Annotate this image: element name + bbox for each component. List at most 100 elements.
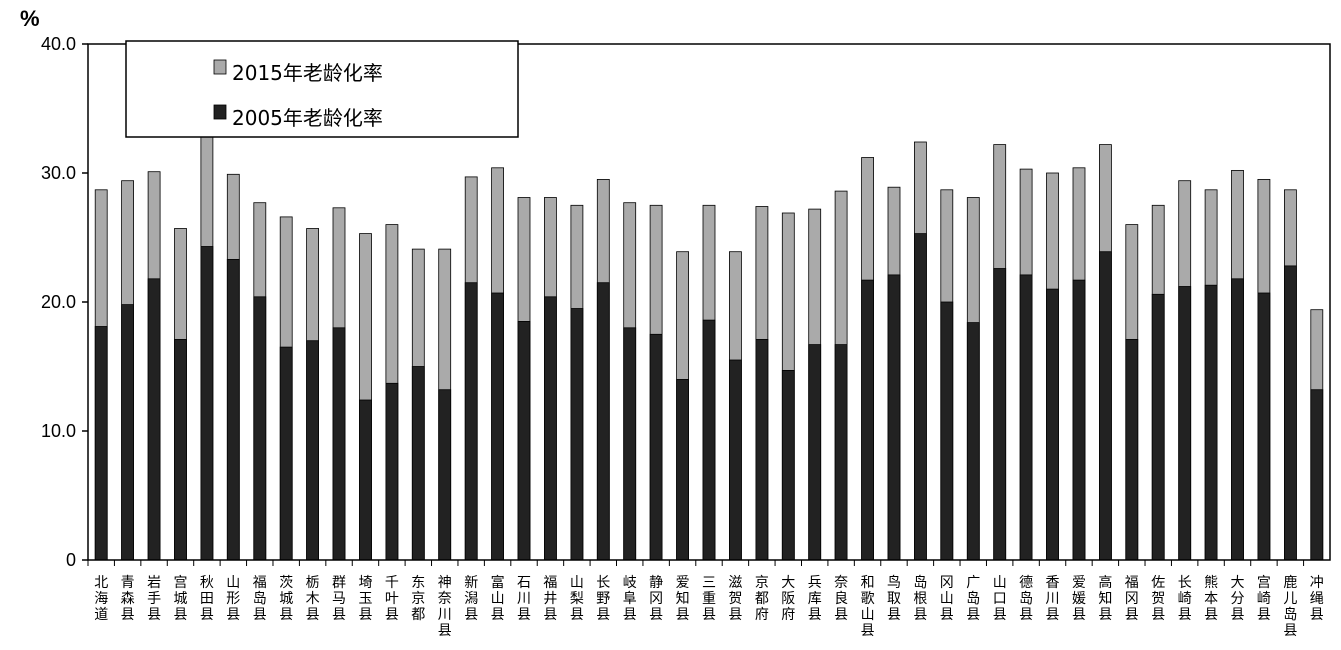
bar-2005-38 — [1099, 251, 1112, 561]
y-tick-label: 40.0 — [41, 34, 76, 54]
category-label: 长野县 — [596, 575, 610, 623]
bar-2005-23 — [702, 319, 716, 561]
y-tick-label: 30.0 — [41, 163, 76, 183]
bar-2005-3 — [174, 338, 187, 561]
category-label: 高知县 — [1098, 574, 1112, 623]
bar-2005-14 — [464, 282, 478, 561]
bar-2005-18 — [570, 308, 584, 561]
bar-2005-31 — [914, 233, 927, 561]
y-tick-label: 20.0 — [41, 292, 76, 312]
category-label: 北海道 — [94, 575, 108, 623]
category-label: 岩手县 — [147, 575, 161, 623]
bar-2005-16 — [517, 320, 531, 561]
category-label: 福井县 — [543, 575, 557, 623]
legend-label-2005: 2005年老龄化率 — [232, 106, 383, 130]
category-label: 冈山县 — [940, 575, 954, 623]
bar-2005-13 — [438, 389, 452, 561]
bar-2005-26 — [781, 369, 795, 561]
category-label: 香川县 — [1046, 575, 1060, 623]
category-label: 东京都 — [411, 575, 425, 623]
bar-2005-37 — [1072, 279, 1086, 561]
y-unit-label: % — [20, 6, 40, 31]
bar-2005-20 — [623, 327, 637, 561]
bar-2005-28 — [834, 344, 848, 561]
category-label: 长崎县 — [1178, 575, 1192, 623]
category-label: 三重县 — [702, 575, 716, 623]
category-label: 宫崎县 — [1257, 575, 1271, 623]
legend-label-2015: 2015年老龄化率 — [232, 61, 383, 85]
category-label: 熊本县 — [1204, 575, 1218, 623]
category-label: 宫城县 — [174, 575, 188, 623]
category-label: 福岛县 — [253, 575, 267, 623]
category-label: 福冈县 — [1125, 575, 1139, 623]
bar-2005-21 — [649, 333, 663, 561]
bar-2005-32 — [940, 301, 954, 561]
bar-2005-46 — [1310, 389, 1324, 561]
y-tick-label: 10.0 — [41, 421, 76, 441]
category-label: 千叶县 — [385, 575, 399, 623]
bar-2005-42 — [1204, 284, 1218, 561]
category-label: 茨城县 — [279, 575, 293, 623]
bar-2005-45 — [1284, 265, 1297, 561]
bar-2005-44 — [1257, 292, 1271, 561]
bar-2005-6 — [253, 296, 267, 561]
bar-2005-15 — [491, 292, 505, 561]
category-label: 秋田县 — [200, 575, 214, 623]
y-axis-ticks: 0 10.0 20.0 30.0 40.0 — [41, 34, 88, 570]
bar-2005-19 — [596, 282, 610, 561]
category-label: 滋贺县 — [728, 575, 742, 623]
bar-2005-29 — [861, 279, 874, 561]
category-label: 兵库县 — [808, 575, 822, 623]
bar-2005-7 — [279, 346, 293, 561]
bar-2005-8 — [306, 340, 320, 561]
bar-2005-30 — [887, 274, 901, 561]
bar-2005-39 — [1125, 338, 1139, 561]
category-label: 广岛县 — [966, 575, 980, 623]
category-label: 栃木县 — [306, 575, 320, 623]
plot-area-frame — [87, 43, 1331, 561]
y-tick-label: 0 — [66, 550, 76, 570]
category-label: 山形县 — [226, 575, 240, 623]
legend-box — [125, 40, 519, 138]
category-label: 新潟县 — [464, 575, 478, 623]
bar-2005-1 — [121, 304, 134, 561]
category-label: 鸟取县 — [887, 575, 901, 623]
bar-2005-36 — [1046, 288, 1059, 561]
category-label: 京都府 — [755, 575, 769, 623]
bar-2005-33 — [966, 322, 980, 561]
bar-2005-35 — [1019, 274, 1033, 561]
bar-2005-17 — [544, 296, 557, 561]
bar-2005-41 — [1178, 286, 1192, 561]
category-label: 奈良县 — [834, 575, 848, 623]
category-label: 群马县 — [332, 575, 346, 623]
category-labels: 北海道青森县岩手县宫城县秋田县山形县福岛县茨城县栃木县群马县埼玉县千叶县东京都神… — [87, 560, 1324, 639]
category-label: 大阪府 — [781, 575, 795, 623]
category-label: 神奈川县 — [438, 575, 452, 639]
category-label: 佐贺县 — [1151, 575, 1165, 623]
bar-2005-0 — [94, 326, 108, 561]
legend: 2015年老龄化率 2005年老龄化率 — [125, 40, 519, 138]
bar-2005-4 — [200, 246, 214, 561]
bar-2005-22 — [676, 378, 689, 561]
bar-2005-43 — [1231, 278, 1244, 561]
bar-2005-9 — [332, 327, 346, 561]
category-label: 静冈县 — [649, 575, 663, 623]
category-label: 石川县 — [517, 575, 531, 623]
category-label: 山梨县 — [570, 575, 584, 623]
category-label: 爱知县 — [676, 575, 690, 623]
bar-2005-24 — [729, 359, 742, 561]
category-label: 富山县 — [491, 574, 505, 623]
category-label: 冲绳县 — [1310, 575, 1324, 623]
category-label: 大分县 — [1231, 575, 1245, 623]
bar-2005-5 — [226, 258, 240, 561]
bar-2005-34 — [993, 268, 1007, 561]
bar-2005-25 — [755, 338, 769, 561]
bar-2005-12 — [411, 366, 425, 561]
category-label: 爱媛县 — [1072, 575, 1086, 623]
category-label: 岐阜县 — [623, 575, 637, 623]
bar-2005-27 — [808, 344, 822, 561]
category-label: 和歌山县 — [861, 575, 875, 639]
bar-2005-10 — [359, 399, 372, 561]
category-label: 青森县 — [121, 575, 135, 623]
